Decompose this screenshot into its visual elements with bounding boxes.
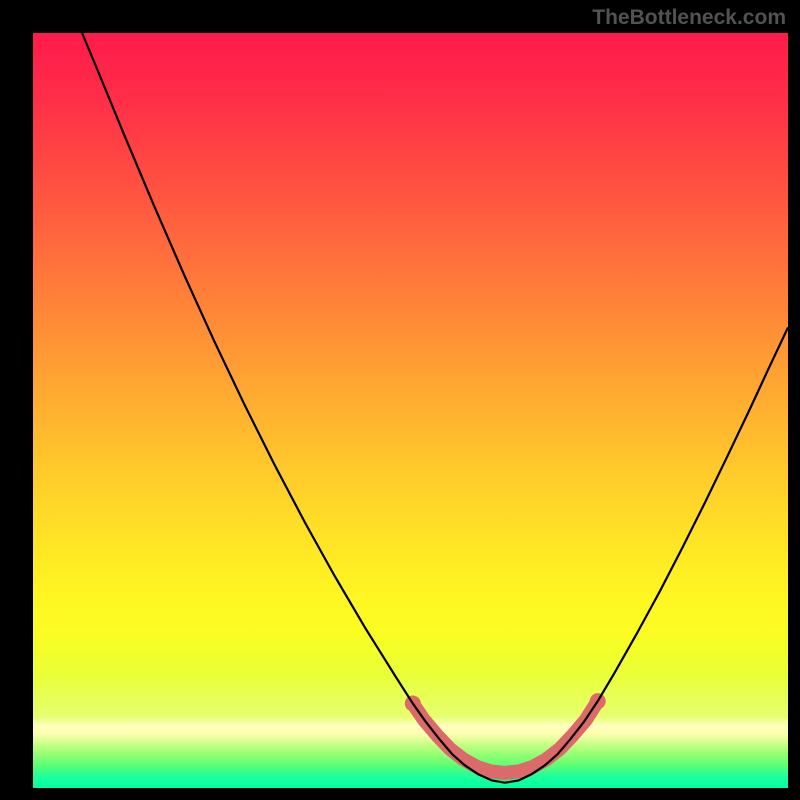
bottleneck-curve (82, 33, 788, 783)
chart-container (33, 33, 788, 788)
curve-layer (33, 33, 788, 788)
watermark-label: TheBottleneck.com (592, 6, 786, 30)
trough-highlight (413, 701, 598, 773)
